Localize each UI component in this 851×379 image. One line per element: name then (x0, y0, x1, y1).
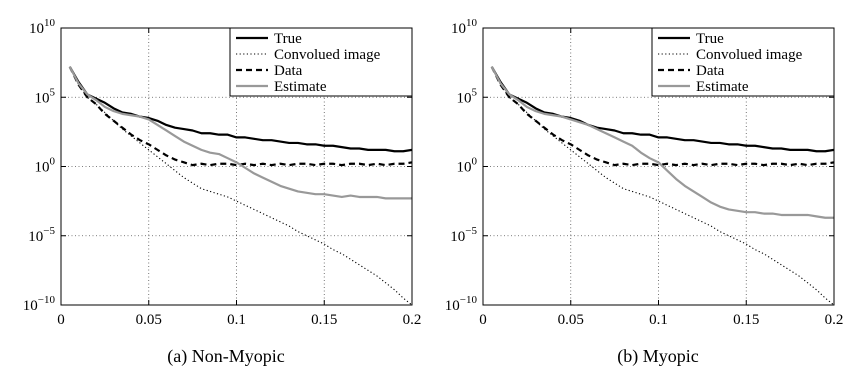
series-line-true (68, 66, 412, 153)
panel-caption: (a) Non-Myopic (167, 346, 284, 367)
chart-panel-1: 0 0.05 0.1 0.15 0.2 1010 105 100 10−5 10−10 TrueCo… (23, 17, 422, 367)
series-line-estimate (490, 66, 834, 219)
legend-label: Estimate (696, 79, 749, 95)
y-tick-label: 10−5 (28, 225, 55, 245)
x-tick-label: 0 (57, 312, 65, 328)
legend-label: True (274, 31, 302, 47)
y-tick-label: 1010 (451, 17, 478, 37)
y-tick-label: 10−10 (445, 294, 478, 314)
legend-label: True (696, 31, 724, 47)
series-group (490, 66, 834, 305)
series-line-true (490, 66, 834, 153)
x-tick-label: 0.2 (403, 312, 422, 328)
x-tick-label: 0.15 (311, 312, 337, 328)
legend-label: Convolued image (696, 47, 803, 63)
legend-label: Estimate (274, 79, 327, 95)
x-tick-label: 0 (479, 312, 487, 328)
y-tick-label: 100 (457, 156, 478, 176)
series-line-convolued-image (491, 66, 834, 305)
legend-box (229, 27, 413, 97)
legend-label: Data (274, 63, 303, 79)
legend-box (651, 27, 835, 97)
series-line-estimate (68, 66, 412, 200)
legend-label: Data (696, 63, 725, 79)
x-tick-label: 0.05 (558, 312, 584, 328)
legend-label: Convolued image (274, 47, 381, 63)
y-tick-label: 10−5 (450, 225, 477, 245)
y-tick-label: 100 (35, 156, 56, 176)
chart-panel-2: 0 0.05 0.1 0.15 0.2 1010 105 100 10−5 10−10 TrueCo… (445, 17, 844, 367)
x-tick-label: 0.1 (227, 312, 246, 328)
series-group (68, 66, 412, 305)
x-tick-label: 0.1 (649, 312, 668, 328)
x-tick-label: 0.15 (733, 312, 759, 328)
series-line-data (490, 66, 834, 167)
series-line-convolued-image (69, 66, 412, 305)
y-tick-label: 105 (457, 86, 478, 106)
y-tick-label: 10−10 (23, 294, 56, 314)
x-tick-label: 0.2 (825, 312, 844, 328)
panel-caption: (b) Myopic (617, 346, 698, 367)
y-tick-label: 1010 (29, 17, 56, 37)
x-tick-label: 0.05 (136, 312, 162, 328)
y-tick-label: 105 (35, 86, 56, 106)
